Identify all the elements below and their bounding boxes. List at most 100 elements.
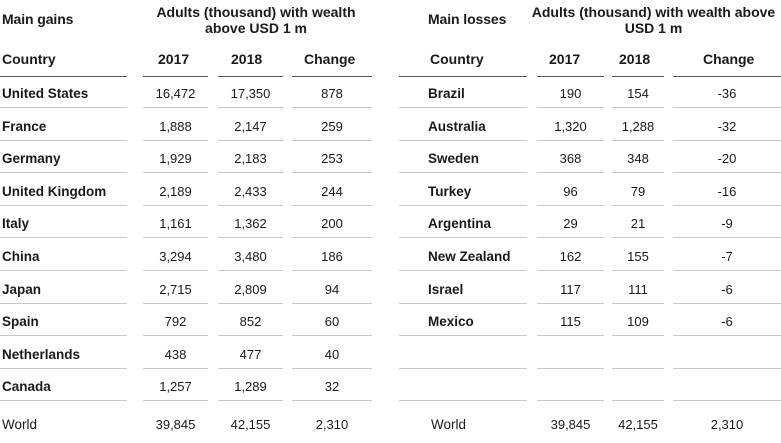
losses-row-change: -6 <box>721 282 733 297</box>
losses-row-country: Sweden <box>428 151 480 166</box>
gains-row-y2017: 2,189 <box>159 184 192 199</box>
gains-row-rule <box>143 400 208 401</box>
gains-row-rule <box>0 172 127 173</box>
losses-col-2017: 2017 <box>549 51 581 67</box>
losses-row-rule <box>399 400 527 401</box>
losses-row-rule <box>673 270 781 271</box>
gains-row-y2018: 477 <box>239 347 262 362</box>
losses-row-y2018: 111 <box>628 282 648 297</box>
losses-row-country: Turkey <box>428 184 472 199</box>
losses-row-rule <box>612 172 664 173</box>
gains-row-y2018: 2,147 <box>234 119 267 134</box>
losses-row-country: Argentina <box>428 216 492 231</box>
losses-row-country: Brazil <box>428 86 465 101</box>
losses-row-change: -16 <box>717 184 737 199</box>
losses-caption: Adults (thousand) with wealth above USD … <box>531 4 776 36</box>
gains-row-rule <box>292 140 372 141</box>
losses-row-rule <box>399 270 527 271</box>
gains-row-rule <box>218 270 283 271</box>
gains-row-country: China <box>2 249 40 264</box>
losses-row-country: Mexico <box>428 314 474 329</box>
gains-row-rule <box>143 140 208 141</box>
gains-col-2017: 2017 <box>158 51 190 67</box>
gains-row-y2018: 2,809 <box>234 282 267 297</box>
gains-row-rule <box>0 400 127 401</box>
losses-header-rule <box>673 76 781 77</box>
gains-row-rule <box>143 270 208 271</box>
gains-row-rule <box>0 335 127 336</box>
losses-row-rule <box>537 205 604 206</box>
gains-row-rule <box>292 237 372 238</box>
gains-row-rule <box>0 107 127 108</box>
gains-header-rule <box>292 76 372 77</box>
gains-row-rule <box>143 335 208 336</box>
losses-row-change: -6 <box>721 314 733 329</box>
gains-row-rule <box>218 140 283 141</box>
losses-col-country: Country <box>430 51 484 67</box>
gains-header-rule <box>0 76 127 77</box>
gains-row-country: Italy <box>2 216 30 231</box>
gains-row-y2017: 1,257 <box>159 379 192 394</box>
gains-row-rule <box>292 368 372 369</box>
gains-row-country: Germany <box>2 151 61 166</box>
losses-row-y2017: 368 <box>559 151 582 166</box>
losses-row-rule <box>612 368 664 369</box>
gains-row-rule <box>292 303 372 304</box>
gains-row-country: Netherlands <box>2 347 81 362</box>
losses-row-rule <box>673 400 781 401</box>
gains-row-rule <box>218 205 283 206</box>
losses-row-rule <box>612 107 664 108</box>
losses-row-y2017: 29 <box>563 216 578 231</box>
losses-row-rule <box>399 107 527 108</box>
losses-row-rule <box>537 400 604 401</box>
losses-row-rule <box>399 205 527 206</box>
losses-row-rule <box>673 172 781 173</box>
gains-row-y2017: 1,888 <box>159 119 192 134</box>
losses-row-rule <box>537 335 604 336</box>
gains-row-country: Spain <box>2 314 39 329</box>
gains-row-rule <box>0 237 127 238</box>
losses-row-y2017: 162 <box>559 249 582 264</box>
losses-row-y2018: 155 <box>627 249 649 264</box>
losses-row-rule <box>537 270 604 271</box>
losses-row-rule <box>612 335 664 336</box>
gains-row-rule <box>292 107 372 108</box>
losses-row-country: Israel <box>428 282 464 297</box>
gains-row-y2018: 1,289 <box>234 379 267 394</box>
losses-row-country: Australia <box>428 119 486 134</box>
losses-world-country: World <box>431 417 467 432</box>
gains-row-country: Japan <box>2 282 42 297</box>
gains-row-y2018: 3,480 <box>234 249 267 264</box>
gains-header-rule <box>218 76 283 77</box>
losses-row-country: New Zealand <box>428 249 511 264</box>
gains-row-y2018: 1,362 <box>234 216 267 231</box>
gains-row-y2017: 16,472 <box>155 86 196 101</box>
losses-row-change: -7 <box>721 249 733 264</box>
gains-row-y2017: 1,161 <box>159 216 192 231</box>
gains-col-2018: 2018 <box>231 51 263 67</box>
losses-row-y2017: 1,320 <box>554 119 587 134</box>
losses-row-y2018: 21 <box>630 216 646 231</box>
losses-header-rule <box>399 76 527 77</box>
gains-row-y2017: 3,294 <box>159 249 192 264</box>
losses-row-rule <box>673 303 781 304</box>
losses-row-rule <box>537 237 604 238</box>
gains-row-rule <box>0 368 127 369</box>
gains-row-y2018: 17,350 <box>230 86 271 101</box>
gains-row-country: United States <box>2 86 89 101</box>
gains-header-rule <box>143 76 208 77</box>
gains-row-y2018: 2,433 <box>234 184 267 199</box>
gains-world-y2018: 42,155 <box>230 417 271 432</box>
losses-world-change: 2,310 <box>710 417 744 432</box>
gains-row-rule <box>143 368 208 369</box>
losses-row-y2017: 117 <box>560 282 581 297</box>
gains-row-rule <box>292 172 372 173</box>
losses-row-y2017: 190 <box>559 86 582 101</box>
losses-col-change: Change <box>703 51 755 67</box>
gains-row-change: 32 <box>324 379 340 394</box>
losses-world-y2017: 39,845 <box>550 417 591 432</box>
gains-row-rule <box>0 140 127 141</box>
losses-row-rule <box>399 368 527 369</box>
gains-row-rule <box>292 205 372 206</box>
gains-row-change: 94 <box>324 282 340 297</box>
